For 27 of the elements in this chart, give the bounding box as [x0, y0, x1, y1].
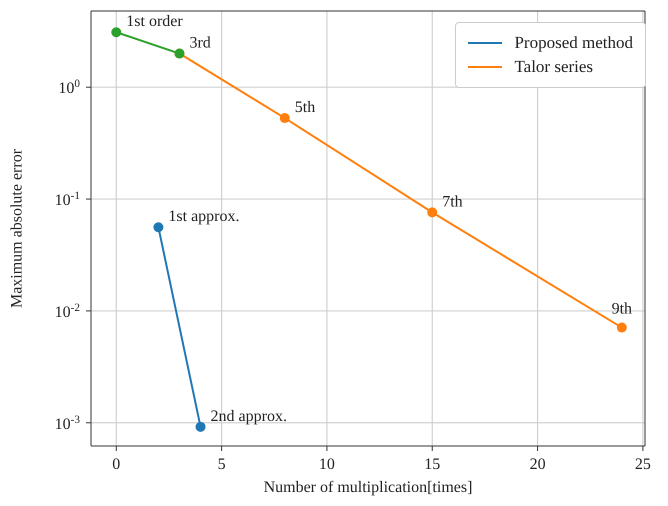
- x-tick-label: 10: [318, 456, 335, 473]
- y-tick-label: 10$^{-1}$: [54, 190, 80, 210]
- legend-label: Proposed method: [514, 33, 633, 53]
- annotation: 5th: [294, 99, 316, 116]
- legend-label: Talor series: [514, 57, 594, 77]
- y-axis-title: Maximum absolute error: [8, 148, 26, 308]
- annotation: 2nd approx.: [210, 408, 287, 425]
- point: [196, 422, 206, 432]
- x-axis-title: Number of multiplication[times]: [264, 479, 472, 496]
- annotation: 1st approx.: [168, 208, 240, 226]
- y-tick-label: 10$^{-2}$: [54, 302, 80, 321]
- point: [111, 27, 122, 38]
- x-tick-label: 15: [424, 456, 440, 473]
- annotation: 3rd: [189, 34, 211, 52]
- point: [616, 322, 627, 333]
- y-tick-label: 10$^{0}$: [58, 78, 80, 98]
- y-tick-label: 10$^{-3}$: [54, 414, 80, 433]
- point: [153, 222, 164, 232]
- annotation: 7th: [442, 193, 463, 210]
- annotation: 1st order: [126, 13, 184, 30]
- point: [427, 207, 438, 218]
- x-tick-label: 0: [112, 456, 120, 473]
- point: [280, 113, 290, 124]
- x-tick-label: 20: [530, 456, 546, 473]
- x-tick-label: 5: [218, 456, 226, 473]
- annotation: 9th: [612, 300, 632, 318]
- x-tick-label: 25: [634, 456, 651, 473]
